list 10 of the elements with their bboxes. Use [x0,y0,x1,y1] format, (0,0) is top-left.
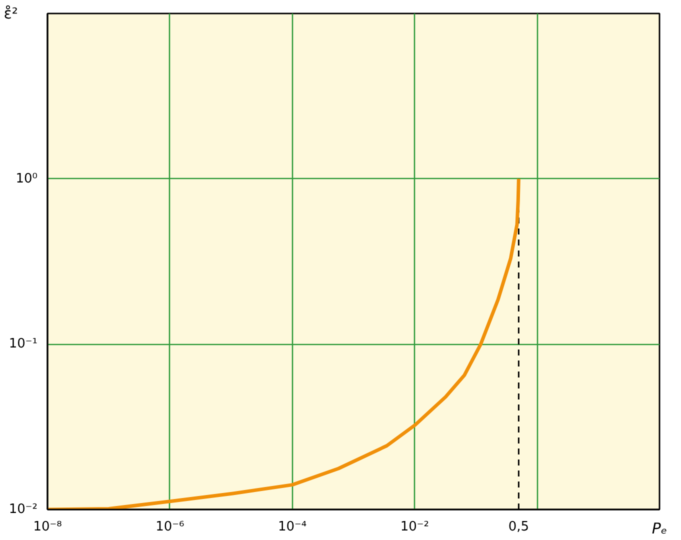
x-tick-label: 10⁻² [400,520,430,534]
x-tick-label: 10⁻⁴ [278,520,307,534]
x-tick-label: 10⁻⁸ [33,520,62,534]
y-tick-label: 10⁰ [16,171,38,186]
x-tick-label: 0,5 [508,520,530,534]
x-tick-label: 10⁻⁶ [156,520,184,534]
y-tick-label: 10⁻¹ [8,336,38,352]
x-axis-title: Pₑ [652,520,668,538]
y-axis-title: ε̊² [4,4,18,22]
y-tick-label: 10⁻² [8,502,38,517]
